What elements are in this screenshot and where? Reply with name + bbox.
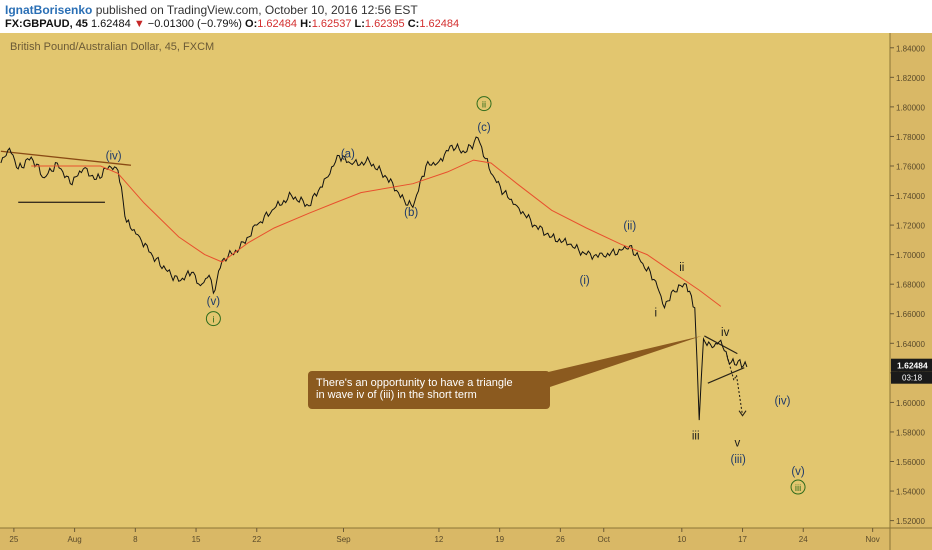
wave-label: (iv)	[774, 396, 790, 408]
price-tag-box	[891, 358, 932, 372]
wave-label: v	[734, 438, 740, 450]
callout-box	[308, 371, 550, 409]
y-tick-label: 1.84000	[896, 44, 925, 53]
down-arrow-icon: ▼	[133, 18, 145, 30]
chart-title: British Pound/Australian Dollar, 45, FXC…	[10, 41, 214, 53]
y-tick-label: 1.80000	[896, 103, 925, 112]
x-tick-label: 10	[677, 535, 686, 544]
wave-label: (i)	[580, 275, 590, 287]
triangle-upper-line	[704, 335, 738, 355]
quote-line: FX:GBPAUD, 45 1.62484 ▼ −0.01300 (−0.79%…	[5, 18, 459, 30]
y-tick-label: 1.82000	[896, 74, 925, 83]
high-label: H:	[300, 18, 312, 30]
y-tick-label: 1.52000	[896, 517, 925, 526]
price-line	[0, 136, 748, 421]
high-value: 1.62537	[311, 18, 352, 30]
time-axis[interactable]: 25 Aug 8 15 22 Sep 12 19 26 Oct 10 17 24 Nov	[9, 528, 880, 544]
x-tick-label: 17	[738, 535, 747, 544]
x-tick-label: 22	[252, 535, 261, 544]
wave-label: (c)	[477, 122, 491, 134]
wave-label: (ii)	[623, 221, 636, 233]
projection-arrow-icon	[738, 410, 747, 417]
y-tick-label: 1.78000	[896, 133, 925, 142]
y-tick-label: 1.72000	[896, 222, 925, 231]
open-label: O:	[245, 18, 258, 30]
wave-label: i	[212, 315, 214, 326]
y-tick-label: 1.58000	[896, 428, 925, 437]
analysis-callout: There's an opportunity to have a triangl…	[308, 335, 702, 409]
price-chart[interactable]: British Pound/Australian Dollar, 45, FXC…	[0, 33, 932, 550]
price-tag-value: 1.62484	[897, 361, 928, 371]
triangle-lower-line	[707, 367, 745, 384]
close-value: 1.62484	[419, 18, 460, 30]
y-tick-label: 1.74000	[896, 192, 925, 201]
x-tick-label: 24	[799, 535, 808, 544]
trendline-drawings	[0, 150, 747, 417]
countdown-box	[891, 371, 932, 384]
open-value: 1.62484	[257, 18, 298, 30]
low-label: L:	[354, 18, 365, 30]
y-tick-label: 1.66000	[896, 310, 925, 319]
wave-label: (v)	[791, 466, 805, 478]
published-text: published on TradingView.com, October 10…	[95, 3, 418, 17]
wave-label: ii	[482, 100, 486, 111]
price-change: −0.01300 (−0.79%)	[147, 18, 242, 30]
x-tick-label: Oct	[598, 535, 611, 544]
author-link[interactable]: IgnatBorisenko	[5, 3, 93, 17]
plot-area[interactable]	[0, 33, 890, 528]
y-tick-label: 1.60000	[896, 399, 925, 408]
x-tick-label: 12	[434, 535, 443, 544]
x-tick-label: 25	[9, 535, 18, 544]
wave-label: (b)	[404, 207, 418, 219]
wave-labels: (iv) (a)ii(c)(b)(v)i(ii)(i)iiiiviiiv(iii)…	[106, 96, 806, 495]
x-tick-label: 19	[495, 535, 504, 544]
upper-trendline	[0, 150, 132, 166]
symbol-label: FX:GBPAUD, 45	[5, 18, 88, 30]
wave-label: iii	[692, 430, 700, 442]
callout-text: in wave iv of (iii) in the short term	[316, 389, 477, 401]
wave-circle	[476, 96, 492, 112]
y-tick-label: 1.54000	[896, 488, 925, 497]
x-tick-label: 15	[192, 535, 201, 544]
countdown-text: 03:18	[902, 374, 923, 383]
wave-label: iv	[721, 327, 730, 339]
y-tick-label: 1.64000	[896, 340, 925, 349]
projection-path	[726, 354, 744, 416]
wave-circle	[790, 479, 806, 495]
y-tick-label: 1.68000	[896, 281, 925, 290]
x-tick-label: 26	[556, 535, 565, 544]
last-price: 1.62484	[90, 18, 131, 30]
wave-circle	[205, 311, 221, 327]
publication-info: IgnatBorisenko published on TradingView.…	[5, 3, 418, 17]
callout-pointer	[544, 335, 702, 389]
moving-average-line	[31, 159, 722, 307]
wave-label: (v)	[207, 296, 221, 308]
low-value: 1.62395	[364, 18, 405, 30]
wave-label: (iii)	[731, 454, 746, 466]
publication-header: IgnatBorisenko published on TradingView.…	[0, 0, 932, 33]
series-layer	[0, 136, 748, 421]
close-label: C:	[407, 18, 420, 30]
current-price-tag: 1.62484 03:18	[891, 358, 932, 384]
y-tick-label: 1.70000	[896, 251, 925, 260]
x-tick-label: 8	[133, 535, 138, 544]
wave-label: iii	[795, 483, 801, 494]
wave-label: i	[655, 308, 658, 320]
wave-label: ii	[679, 262, 684, 274]
x-tick-label: Aug	[67, 535, 81, 544]
y-tick-label: 1.56000	[896, 458, 925, 467]
x-tick-label: Nov	[866, 535, 880, 544]
y-tick-label: 1.76000	[896, 162, 925, 171]
wave-label: (a)	[341, 149, 355, 161]
wave-label: (iv)	[106, 150, 122, 162]
callout-text: There's an opportunity to have a triangl…	[316, 377, 513, 389]
x-tick-label: Sep	[336, 535, 351, 544]
